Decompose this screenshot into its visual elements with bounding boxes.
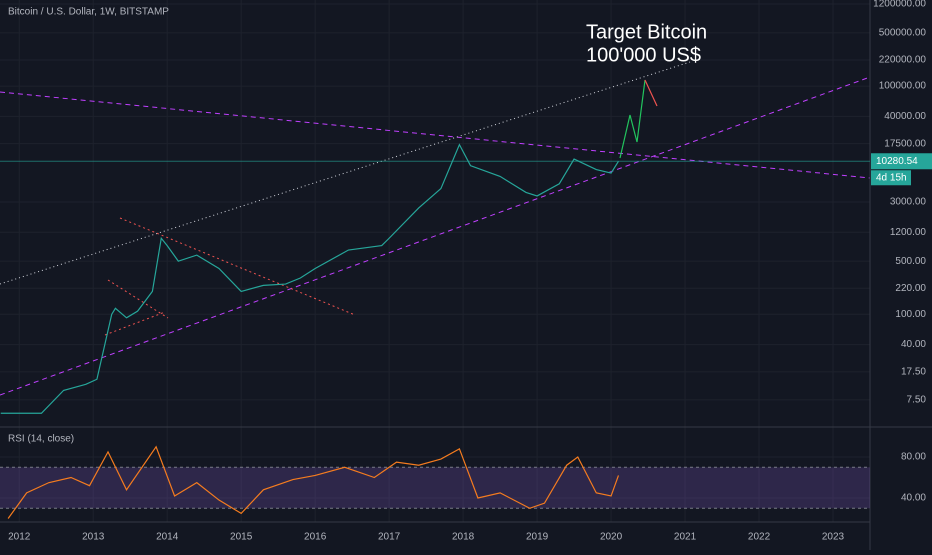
price-label: 10280.54 [876, 156, 918, 167]
x-tick-label: 2021 [674, 532, 697, 543]
trend-line [0, 61, 691, 285]
price-label-box [871, 153, 932, 170]
chart-title: Bitcoin / U.S. Dollar, 1W, BITSTAMP [8, 7, 169, 18]
y-tick-label: 40.00 [901, 493, 926, 504]
projection-down [644, 79, 658, 107]
drawings [0, 61, 871, 396]
x-tick-label: 2020 [600, 532, 623, 543]
x-tick-label: 2013 [82, 532, 105, 543]
grid [0, 0, 870, 522]
y-tick-label: 220.00 [895, 283, 926, 294]
x-tick-label: 2018 [452, 532, 475, 543]
x-tick-label: 2023 [822, 532, 845, 543]
annotation: 100'000 US$ [586, 44, 701, 66]
x-tick-label: 2014 [156, 532, 179, 543]
y-tick-label: 100000.00 [879, 81, 927, 92]
trend-line [0, 91, 871, 179]
y-tick-label: 220000.00 [879, 55, 927, 66]
x-tick-label: 2015 [230, 532, 253, 543]
x-tick-label: 2017 [378, 532, 401, 543]
trend-line [119, 217, 356, 316]
rsi-band [0, 467, 870, 509]
annotation: Target Bitcoin [586, 21, 707, 43]
countdown-box [871, 170, 911, 186]
y-tick-label: 17.50 [901, 367, 926, 378]
x-tick-label: 2019 [526, 532, 549, 543]
y-tick-label: 3000.00 [890, 197, 927, 208]
countdown: 4d 15h [876, 172, 907, 183]
y-tick-label: 500000.00 [879, 28, 927, 39]
projection-up [619, 79, 646, 159]
y-tick-label: 1200.00 [890, 227, 927, 238]
y-tick-label: 40.00 [901, 339, 926, 350]
trend-line [104, 311, 166, 336]
rsi-title: RSI (14, close) [8, 434, 74, 445]
y-tick-label: 100.00 [895, 309, 926, 320]
line [7, 445, 620, 519]
trend-line [107, 279, 169, 319]
y-tick-label: 17500.00 [884, 138, 926, 149]
y-tick-label: 80.00 [901, 452, 926, 463]
y-tick-label: 40000.00 [884, 111, 926, 122]
x-tick-label: 2016 [304, 532, 327, 543]
line [0, 143, 619, 414]
x-tick-label: 2012 [8, 532, 31, 543]
y-tick-label: 1200000.00 [873, 0, 926, 10]
y-tick-label: 7.50 [907, 395, 927, 406]
y-tick-label: 500.00 [895, 256, 926, 267]
x-tick-label: 2022 [748, 532, 771, 543]
trend-line [0, 76, 871, 396]
